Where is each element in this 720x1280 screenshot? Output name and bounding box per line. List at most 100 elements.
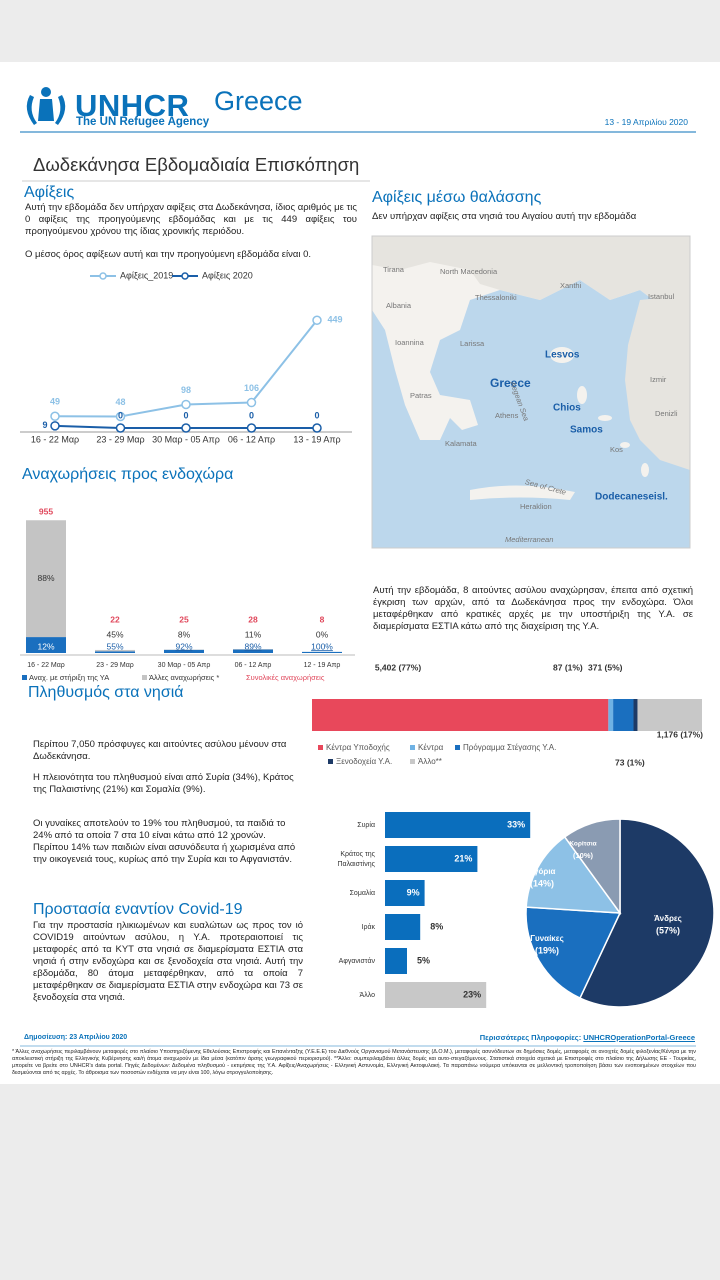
- map-label: Kos: [610, 445, 623, 454]
- legend-label: Αφίξεις_2019: [120, 270, 173, 280]
- data-label: 98: [181, 385, 191, 395]
- data-label: 100%: [311, 641, 333, 651]
- total-label: 8: [320, 614, 325, 624]
- section-heading: Αναχωρήσεις προς ενδοχώρα: [22, 466, 234, 483]
- bar: [385, 880, 425, 906]
- map: North Macedonia Tirana Xanthi Istanbul Alban…: [371, 235, 691, 549]
- data-point: [312, 315, 322, 325]
- map-label: Heraklion: [520, 502, 552, 511]
- bar: [385, 914, 421, 940]
- paragraph: Αυτή την εβδομάδα δεν υπήρχαν αφίξεις στ…: [25, 202, 357, 237]
- data-label: 9%: [407, 887, 420, 897]
- pie-slice: [563, 818, 621, 916]
- paragraph: Περίπου 7,050 πρόσφυγες και αιτούντες ασ…: [33, 739, 287, 762]
- data-label: 5,402 (77%): [375, 662, 421, 672]
- bar-segment: [233, 649, 273, 653]
- total-label: 955: [39, 507, 53, 517]
- bar-segment: [613, 699, 634, 731]
- map-label: Denizli: [655, 409, 678, 418]
- paragraph: Δεν υπήρχαν αφίξεις στα νησιά του Αιγαίο…: [372, 211, 637, 222]
- legend-marker: [99, 272, 107, 280]
- pie-slice: [578, 818, 715, 1008]
- bar-segment: [26, 520, 66, 638]
- map-label: Istanbul: [648, 292, 675, 301]
- map-label: Dodecaneseisl.: [595, 492, 668, 503]
- slice-label: Κορίτσια: [569, 841, 596, 848]
- data-label: 11%: [245, 629, 262, 639]
- data-label: 45%: [106, 629, 123, 639]
- section-heading: Πληθυσμός στα νησιά: [28, 684, 184, 701]
- bar: [385, 948, 407, 974]
- legend-label: Άλλο**: [418, 757, 442, 766]
- bar: [385, 812, 531, 838]
- bar: [385, 846, 478, 872]
- legend-swatch: [455, 745, 460, 750]
- footnotes: * Άλλες αναχωρήσεις περιλαμβάνουν μεταφο…: [12, 1049, 696, 1076]
- data-point: [115, 423, 126, 433]
- data-label: 49: [50, 397, 60, 407]
- bar-segment: [26, 637, 66, 653]
- logo-icon: [26, 87, 66, 125]
- data-label: 73 (1%): [615, 757, 645, 767]
- category-label-line: Παλαιστίνης: [337, 860, 375, 868]
- data-label: 8%: [178, 629, 191, 639]
- slice-value: (19%): [535, 945, 559, 955]
- legend-label: Κέντρα: [418, 743, 444, 752]
- total-label: 28: [248, 614, 258, 624]
- paragraph: Αυτή την εβδομάδα, 8 αιτούντες ασύλου αν…: [373, 585, 693, 632]
- category-label-line: Κράτος της: [340, 850, 375, 858]
- paragraph: Η πλειονότητα του πληθυσμού είναι από Συ…: [33, 772, 294, 795]
- map-label: Albania: [386, 301, 412, 310]
- paragraph: Ο μέσος όρος αφίξεων αυτή και την προηγο…: [25, 249, 312, 260]
- slice-label: Άνδρες: [654, 914, 682, 923]
- data-label: 21%: [454, 853, 472, 863]
- data-label: 55%: [106, 641, 123, 651]
- x-tick-label: 16 - 22 Μαρ: [31, 434, 79, 444]
- bar-segment: [312, 699, 609, 731]
- map-label: Kalamata: [445, 439, 478, 448]
- map-label: Patras: [410, 391, 432, 400]
- data-label: 0%: [316, 629, 329, 639]
- legend-swatch: [318, 745, 323, 750]
- x-tick-label: 16 - 22 Μαρ: [27, 662, 65, 669]
- country: Greece: [214, 86, 303, 116]
- legend-swatch: [22, 675, 27, 680]
- data-label: 9: [42, 420, 47, 430]
- legend-swatch: [328, 759, 333, 764]
- x-tick-label: 23 - 29 Μαρ: [96, 662, 134, 669]
- slice-label: Αγόρια: [529, 867, 556, 876]
- total-label: 25: [179, 614, 189, 624]
- slice-value: (57%): [656, 925, 680, 935]
- legend-label: Συνολικές αναχωρήσεις: [246, 673, 325, 682]
- map-label: Larissa: [460, 339, 485, 348]
- more-info: Περισσότερες Πληροφορίες: UNHCROperation…: [480, 1033, 695, 1042]
- legend-swatch: [142, 675, 147, 680]
- bar-segment: [95, 649, 135, 652]
- data-point: [50, 411, 60, 421]
- x-tick-label: 13 - 19 Απρ: [293, 434, 340, 444]
- legend-marker: [181, 272, 189, 280]
- slice-value: (14%): [530, 878, 554, 888]
- logo-subtitle: The UN Refugee Agency: [76, 116, 210, 128]
- legend-label: Κέντρα Υποδοχής: [326, 743, 390, 752]
- data-label: 33%: [507, 819, 525, 829]
- x-tick-label: 12 - 19 Απρ: [304, 662, 341, 669]
- data-label: 0: [314, 410, 319, 420]
- paragraph: Οι γυναίκες αποτελούν το 19% του πληθυσμ…: [33, 818, 296, 865]
- data-label: 23%: [463, 989, 481, 999]
- bar-segment: [164, 649, 204, 653]
- data-label: 449: [327, 315, 342, 325]
- section-heading: Προστασία εναντίον Covid-19: [33, 901, 243, 918]
- data-label: 1,176 (17%): [657, 729, 703, 739]
- category-label: Κράτος της Παλαιστίνης: [337, 850, 375, 868]
- map-label: Athens: [495, 411, 519, 420]
- category-label: Αφγανιστάν: [339, 957, 376, 965]
- published-date: Δημοσίευση: 23 Απριλίου 2020: [24, 1034, 128, 1041]
- bar-segment: [633, 699, 638, 731]
- data-label: 8%: [430, 921, 443, 931]
- legend-label: Αναχ. με στήριξη της ΥΑ: [29, 673, 109, 682]
- portal-link[interactable]: UNHCROperationPortal-Greece: [583, 1033, 695, 1042]
- map-label: Ioannina: [395, 338, 425, 347]
- category-label: Άλλο: [360, 992, 376, 999]
